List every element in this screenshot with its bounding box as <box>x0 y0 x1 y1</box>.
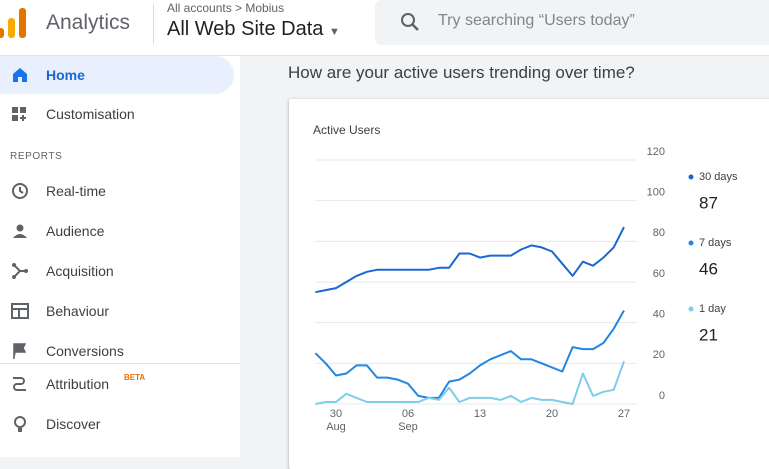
legend-label: 1 day <box>699 303 726 315</box>
chart: Active Users 0 20 40 60 80 100 120 30 Aug 06 Sep 13… <box>313 123 738 433</box>
report-icon <box>11 303 29 319</box>
nav-label: Discover <box>46 416 101 432</box>
separator <box>0 363 240 364</box>
view-selector[interactable]: All Web Site Data ▼ <box>167 18 340 40</box>
search-icon <box>401 13 419 31</box>
legend-swatch <box>688 306 694 312</box>
nav-report[interactable]: Audience <box>0 212 240 250</box>
nav-customisation[interactable]: Customisation <box>0 95 240 133</box>
home-icon <box>13 68 27 82</box>
card <box>289 99 769 469</box>
nav-label: Conversions <box>46 343 124 359</box>
y-tick-label: 100 <box>647 187 665 199</box>
y-tick-label: 60 <box>653 268 665 280</box>
breadcrumb: All accounts > Mobius <box>167 1 285 15</box>
question: How are your active users trending over … <box>288 63 635 82</box>
report-icon <box>12 183 28 199</box>
nav-label: Acquisition <box>46 263 114 279</box>
y-tick-label: 40 <box>653 309 665 321</box>
nav-label: Behaviour <box>46 303 110 319</box>
nav-label: Audience <box>46 223 105 239</box>
nav-report[interactable]: Acquisition <box>0 252 240 290</box>
x-tick-label: 20 <box>546 408 558 420</box>
report-icon <box>13 343 27 359</box>
legend-value: 21 <box>699 325 718 344</box>
y-tick-label: 120 <box>647 146 665 158</box>
chart-title: Active Users <box>313 123 380 137</box>
nav-report[interactable]: Conversions <box>0 332 240 370</box>
nav-report[interactable]: Behaviour <box>0 292 240 330</box>
x-tick-label: 30 Aug <box>326 408 346 433</box>
y-tick-label: 80 <box>653 227 665 239</box>
report-icon <box>13 224 27 238</box>
nav-discover[interactable]: Discover <box>0 405 240 443</box>
nav-label: Attribution <box>46 376 110 392</box>
series-line <box>315 360 625 405</box>
legend-label: 7 days <box>699 237 732 249</box>
legend-value: 46 <box>699 259 718 278</box>
legend-swatch <box>688 174 694 180</box>
legend-label: 30 days <box>699 171 738 183</box>
x-tick-label: 13 <box>474 408 486 420</box>
breadcrumb-child[interactable]: Mobius <box>245 1 285 15</box>
discover-icon <box>14 416 26 432</box>
legend-value: 87 <box>699 193 718 212</box>
search-box[interactable]: Try searching “Users today” <box>375 0 769 45</box>
divider <box>153 4 154 44</box>
nav-label: Home <box>46 67 85 83</box>
sidebar: Home Customisation REPORTS Real-time Audi… <box>0 56 240 457</box>
nav-report[interactable]: Real-time <box>0 172 240 210</box>
customisation-icon <box>12 107 26 121</box>
section-label: REPORTS <box>10 151 63 162</box>
report-icon <box>12 263 28 279</box>
nav-attribution[interactable]: Attribution BETA <box>0 365 240 403</box>
breadcrumb-root[interactable]: All accounts <box>167 1 232 15</box>
nav-label: Real-time <box>46 183 106 199</box>
beta-badge: BETA <box>124 373 146 382</box>
x-tick-label: 06 Sep <box>398 408 418 433</box>
series-line <box>315 226 625 294</box>
view-name: All Web Site Data <box>167 18 324 40</box>
x-tick-label: 27 <box>618 408 630 420</box>
nav-label: Customisation <box>46 106 135 122</box>
header: Analytics All accounts > Mobius All Web … <box>0 0 769 56</box>
series-line <box>314 310 625 399</box>
logo <box>0 8 26 38</box>
attribution-icon <box>13 377 26 391</box>
product-name: Analytics <box>46 11 131 34</box>
y-tick-label: 20 <box>653 349 665 361</box>
nav-home[interactable]: Home <box>0 56 234 94</box>
search-placeholder: Try searching “Users today” <box>438 12 635 29</box>
legend-swatch <box>688 240 694 246</box>
y-tick-label: 0 <box>659 390 665 402</box>
